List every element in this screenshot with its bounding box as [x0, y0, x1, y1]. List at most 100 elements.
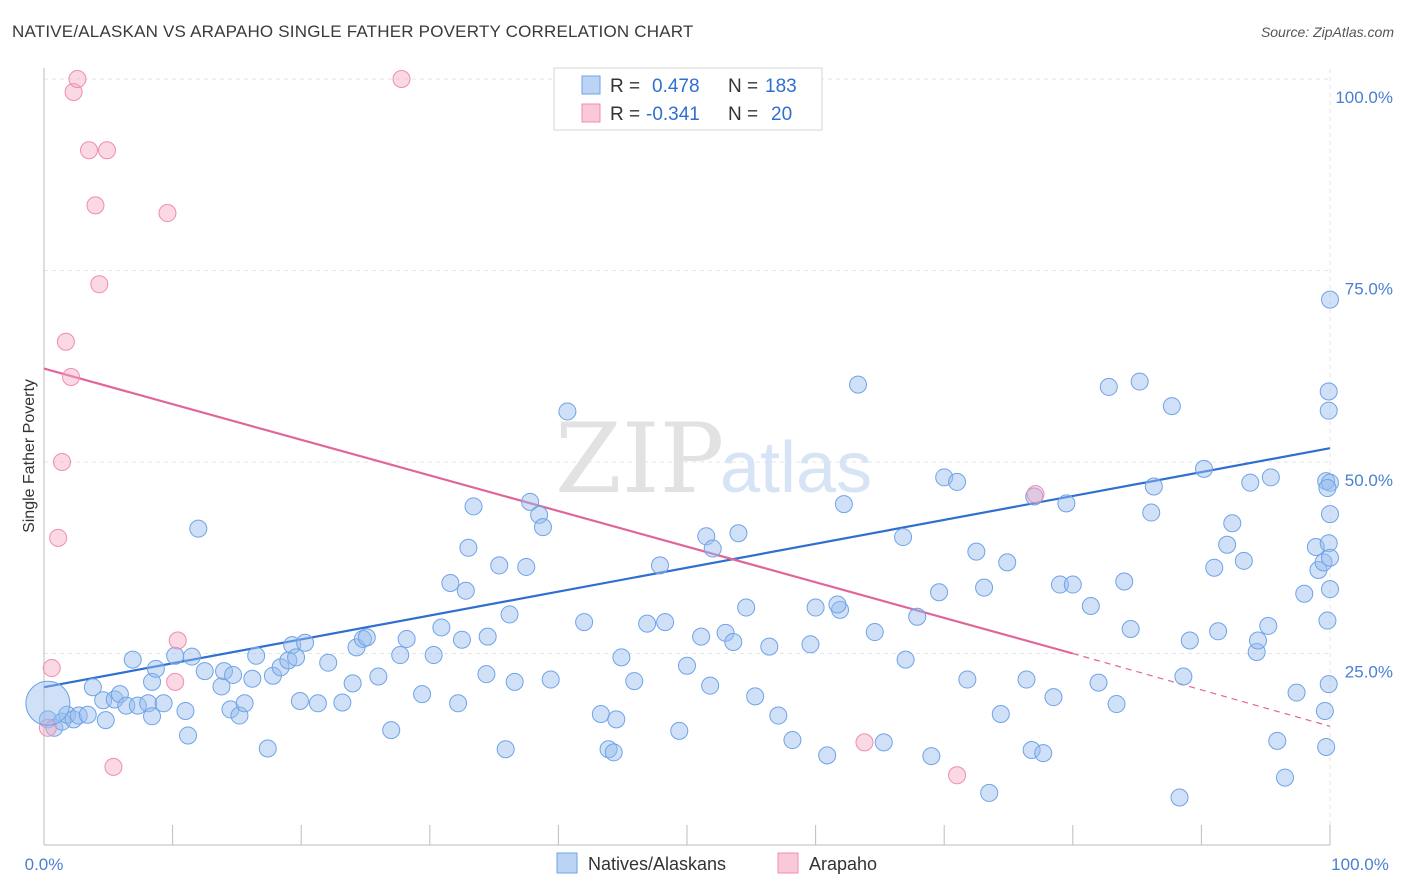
legend-n-label-arapaho: N = [728, 104, 758, 125]
y-tick-label: 100.0% [1335, 88, 1393, 107]
point-natives [625, 672, 644, 691]
point-arapaho [53, 453, 72, 471]
legend-r-label-arapaho: R = [610, 104, 640, 125]
axes [43, 68, 1331, 846]
point-natives [991, 705, 1010, 724]
point-natives [452, 630, 471, 649]
point-natives [500, 605, 519, 624]
point-natives [908, 607, 927, 626]
legend-swatch-natives [581, 75, 601, 95]
point-natives [1162, 397, 1181, 416]
point-natives [831, 600, 850, 619]
point-natives [591, 705, 610, 724]
point-natives [1089, 673, 1108, 692]
point-natives [319, 653, 338, 672]
point-natives [1248, 631, 1267, 650]
point-natives [533, 518, 552, 537]
point-natives [343, 674, 362, 693]
point-arapaho [98, 141, 117, 160]
point-natives [1275, 768, 1294, 787]
point-natives [729, 524, 748, 543]
point-natives [783, 731, 802, 750]
point-natives [179, 726, 198, 745]
point-natives [958, 670, 977, 689]
point-natives [1259, 616, 1278, 635]
point-natives [1321, 505, 1339, 524]
point-natives [290, 691, 309, 710]
point-natives [195, 662, 214, 681]
point-arapaho [38, 718, 57, 737]
trend-line-arapaho [43, 367, 1074, 655]
x-tick-label-min: 0.0% [25, 855, 64, 874]
point-arapaho [166, 672, 185, 691]
point-natives [1063, 575, 1082, 594]
point-natives [464, 497, 483, 516]
chart-title: NATIVE/ALASKAN VS ARAPAHO SINGLE FATHER … [12, 22, 694, 41]
point-natives [456, 581, 475, 600]
point-natives [760, 637, 779, 656]
legend-bottom-swatch-arapaho [777, 852, 799, 874]
point-natives [287, 648, 306, 667]
point-natives [1174, 667, 1193, 686]
legend-n-value-arapaho: 20 [771, 104, 792, 125]
point-natives [397, 629, 416, 648]
point-natives [1081, 597, 1100, 616]
point-natives [449, 694, 468, 713]
legend-bottom-label-natives: Natives/Alaskans [588, 854, 726, 874]
point-arapaho [104, 757, 123, 776]
point-natives [612, 648, 631, 667]
point-arapaho [90, 275, 109, 294]
point-natives [1034, 744, 1053, 763]
x-tick-label-max: 100.0% [1331, 855, 1389, 874]
point-arapaho [49, 528, 68, 547]
point-natives [391, 646, 410, 665]
point-natives [1057, 494, 1076, 513]
legend-r-value-natives: 0.478 [652, 76, 700, 97]
point-natives [724, 633, 743, 652]
point-natives [1317, 737, 1336, 756]
point-arapaho [1026, 485, 1045, 504]
point-natives [382, 721, 401, 740]
point-natives [490, 556, 509, 575]
point-natives [948, 472, 967, 491]
point-arapaho [68, 70, 87, 88]
point-natives [1321, 290, 1339, 309]
point-natives [143, 707, 162, 726]
point-natives [769, 706, 788, 725]
point-natives [828, 595, 847, 614]
point-natives [176, 701, 195, 720]
point-natives [998, 553, 1017, 572]
point-natives [1319, 401, 1338, 420]
point-natives [308, 694, 327, 713]
point-natives [105, 690, 124, 709]
point-natives [413, 685, 432, 704]
point-arapaho [42, 659, 61, 678]
point-natives [575, 613, 594, 632]
point-natives [1017, 670, 1036, 689]
point-natives [656, 613, 675, 632]
point-arapaho [80, 141, 99, 160]
point-natives [1234, 551, 1253, 570]
point-natives [110, 685, 129, 704]
point-arapaho [158, 204, 177, 223]
point-natives [83, 678, 102, 697]
legend-n-label-natives: N = [728, 76, 758, 97]
point-natives [296, 633, 315, 652]
point-arapaho [168, 631, 187, 650]
legend-bottom-label-arapaho: Arapaho [809, 854, 877, 874]
point-natives [154, 694, 173, 713]
point-natives [1321, 548, 1339, 567]
point-natives [146, 659, 165, 678]
point-natives [716, 623, 735, 642]
point-natives [212, 677, 231, 696]
point-natives [258, 739, 277, 758]
point-natives [638, 614, 657, 633]
point-natives [478, 627, 497, 646]
point-natives [599, 740, 618, 759]
point-natives [975, 578, 994, 597]
legend-bottom: Natives/Alaskans Arapaho [556, 852, 877, 874]
point-natives [1205, 558, 1224, 577]
point-natives [235, 694, 254, 713]
point-natives [1050, 575, 1069, 594]
